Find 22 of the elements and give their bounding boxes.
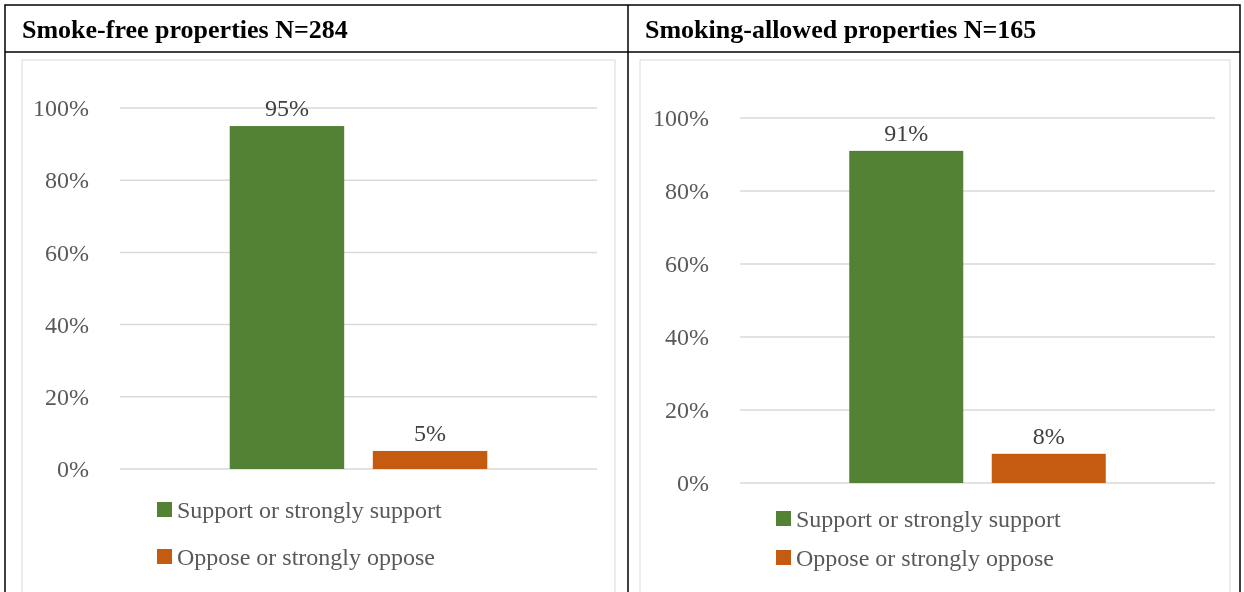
y-tick-label: 100% (33, 95, 89, 122)
legend-label: Support or strongly support (796, 506, 1061, 532)
y-tick-label: 0% (57, 456, 89, 483)
data-label: 91% (884, 119, 929, 146)
data-label: 8% (1032, 422, 1065, 449)
y-tick-label: 80% (45, 167, 89, 194)
data-label: 95% (264, 95, 309, 122)
data-label: 5% (414, 419, 447, 446)
y-tick-label: 100% (653, 105, 709, 132)
legend-label: Oppose or strongly oppose (177, 544, 435, 570)
chart-title: Smoke-free properties N=284 (22, 15, 348, 44)
y-tick-label: 60% (45, 239, 89, 266)
legend-label: Support or strongly support (177, 497, 442, 523)
y-tick-label: 80% (665, 178, 709, 205)
legend-label: Oppose or strongly oppose (796, 545, 1054, 571)
y-tick-label: 20% (665, 397, 709, 424)
y-tick-label: 40% (45, 311, 89, 338)
y-tick-label: 0% (677, 470, 709, 497)
chart-title: Smoking-allowed properties N=165 (645, 15, 1037, 44)
y-tick-label: 40% (665, 324, 709, 351)
y-tick-label: 60% (665, 251, 709, 278)
y-tick-label: 20% (45, 383, 89, 410)
